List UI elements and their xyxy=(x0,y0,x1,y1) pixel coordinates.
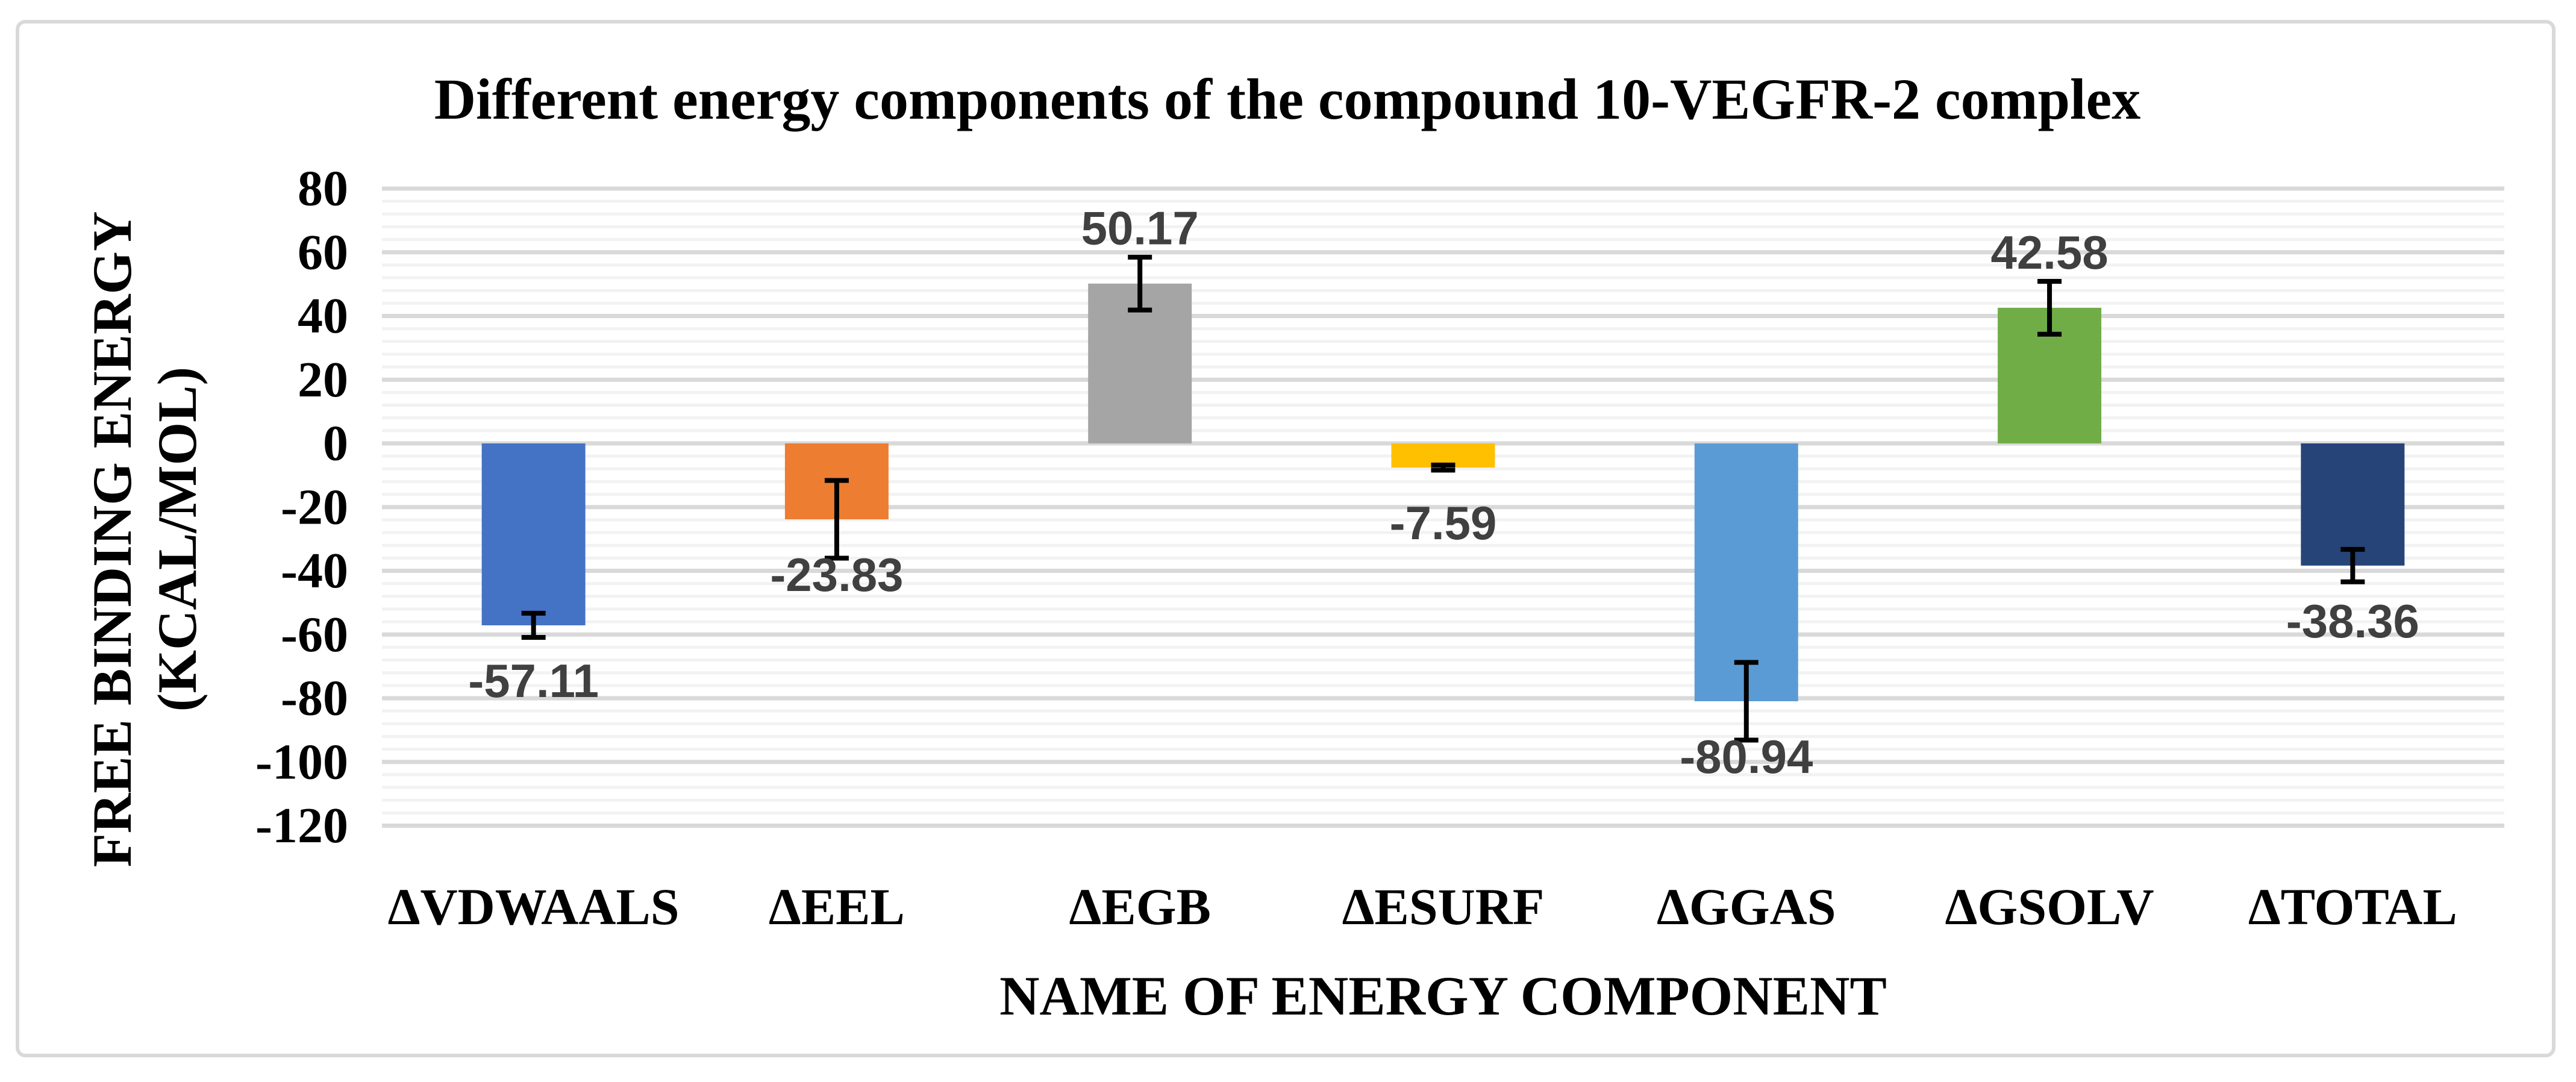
y-tick-label: 60 xyxy=(298,224,348,280)
data-label-ΔVDWAALS: -57.11 xyxy=(468,654,599,707)
x-category-label-ΔEGB: ΔEGB xyxy=(1069,878,1211,936)
y-tick-label: 40 xyxy=(298,288,348,344)
y-tick-label: -120 xyxy=(255,798,348,854)
data-label-ΔTOTAL: -38.36 xyxy=(2286,595,2419,648)
data-label-ΔGGAS: -80.94 xyxy=(1680,730,1813,783)
y-tick-label: -60 xyxy=(281,607,348,663)
x-category-label-ΔGGAS: ΔGGAS xyxy=(1657,878,1836,936)
y-tick-label: -80 xyxy=(281,671,348,727)
x-category-label-ΔGSOLV: ΔGSOLV xyxy=(1945,878,2154,936)
bar-ΔGGAS xyxy=(1694,443,1798,701)
y-tick-label: 80 xyxy=(298,161,348,217)
chart-title: Different energy components of the compo… xyxy=(434,67,2141,131)
x-category-label-ΔESURF: ΔESURF xyxy=(1342,878,1545,936)
data-label-ΔGSOLV: 42.58 xyxy=(1990,226,2108,279)
data-label-ΔEEL: -23.83 xyxy=(770,548,903,601)
data-label-ΔESURF: -7.59 xyxy=(1390,496,1497,549)
data-label-ΔEGB: 50.17 xyxy=(1081,202,1199,255)
x-axis-title: NAME OF ENERGY COMPONENT xyxy=(999,965,1887,1027)
x-category-label-ΔTOTAL: ΔTOTAL xyxy=(2248,878,2457,936)
y-tick-label: 20 xyxy=(298,352,348,408)
y-tick-label: -100 xyxy=(255,734,348,790)
bar-ΔTOTAL xyxy=(2301,443,2405,566)
bar-ΔVDWAALS xyxy=(481,443,586,625)
chart-border xyxy=(16,20,2556,1057)
y-tick-label: -40 xyxy=(281,543,348,599)
x-category-label-ΔEEL: ΔEEL xyxy=(769,878,905,936)
y-tick-label: -20 xyxy=(281,479,348,535)
y-tick-label: 0 xyxy=(323,416,348,472)
x-category-label-ΔVDWAALS: ΔVDWAALS xyxy=(388,878,680,936)
